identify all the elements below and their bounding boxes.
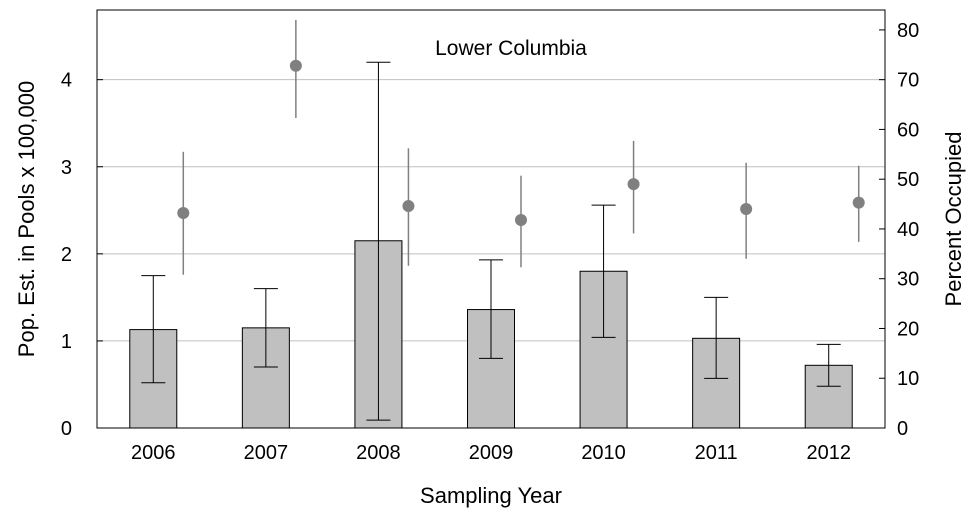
right-tick-label: 40 [897, 219, 919, 241]
right-tick-label: 60 [897, 119, 919, 141]
left-tick-label: 2 [61, 244, 72, 266]
x-tick-label: 2007 [244, 442, 289, 464]
chart-title: Lower Columbia [435, 37, 587, 60]
point [852, 196, 865, 209]
x-axis-label: Sampling Year [420, 483, 562, 508]
x-tick-label: 2006 [131, 442, 176, 464]
plot-frame [96, 9, 886, 429]
x-tick-label: 2008 [356, 442, 401, 464]
point [289, 59, 302, 72]
right-axis-ticks: 0 10 20 30 40 50 60 70 80 [879, 20, 919, 440]
right-axis-label: Percent Occupied [941, 132, 966, 307]
right-tick-label: 50 [897, 169, 919, 191]
right-tick-label: 10 [897, 368, 919, 390]
x-tick-label: 2012 [806, 442, 851, 464]
point [402, 200, 415, 213]
left-axis-label: Pop. Est. in Pools x 100,000 [14, 81, 39, 357]
left-tick-label: 1 [61, 331, 72, 353]
point [515, 213, 527, 226]
left-tick-label: 0 [61, 418, 72, 440]
left-axis-ticks: 0 1 2 3 4 [61, 70, 103, 440]
right-tick-label: 70 [897, 70, 919, 92]
x-tick-label: 2011 [695, 442, 738, 464]
points [177, 59, 865, 226]
left-tick-label: 3 [61, 157, 72, 179]
right-tick-label: 20 [897, 318, 919, 340]
right-tick-label: 0 [897, 418, 908, 440]
x-tick-label: 2010 [581, 442, 626, 464]
right-tick-label: 30 [897, 269, 919, 291]
point [740, 203, 753, 216]
point [177, 207, 190, 220]
x-axis-ticks: 2006 2007 2008 2009 2010 2011 2012 [131, 442, 851, 464]
left-tick-label: 4 [61, 70, 72, 92]
bar-error-bars [141, 61, 841, 421]
x-tick-label: 2009 [469, 442, 514, 464]
right-tick-label: 80 [897, 20, 919, 42]
point [627, 178, 640, 191]
